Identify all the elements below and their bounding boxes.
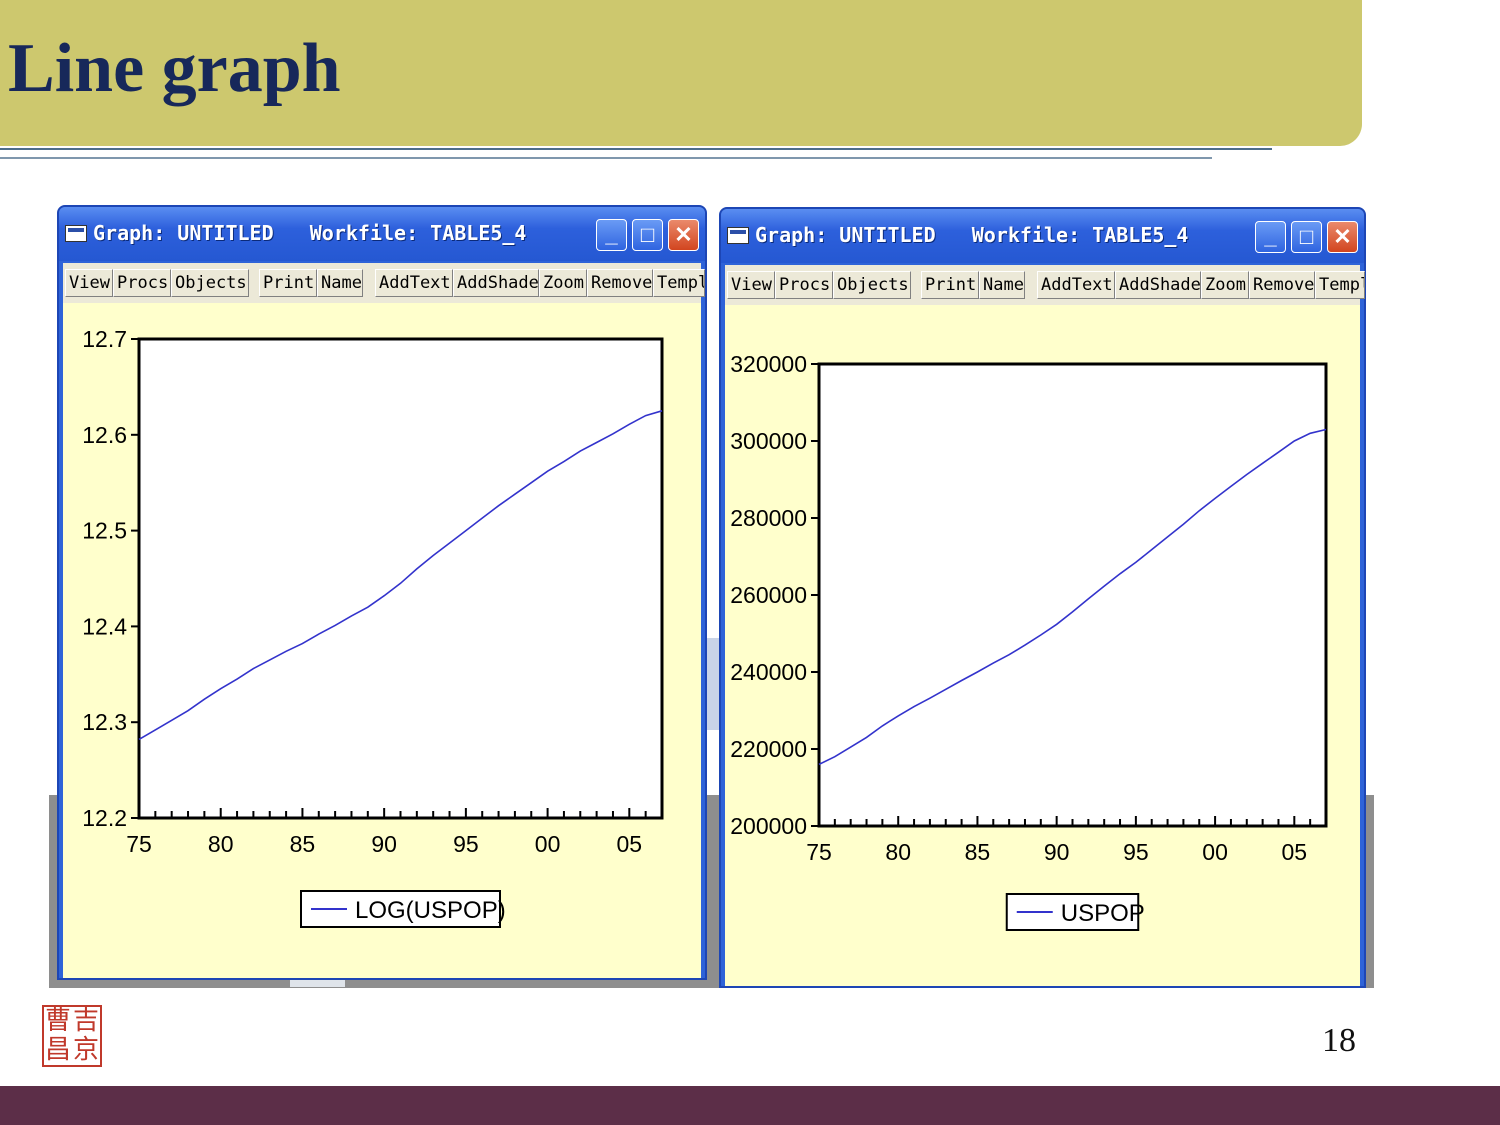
procs-button[interactable]: Procs [113, 269, 171, 297]
seal-char: 昌 [44, 1035, 71, 1065]
title-rule-secondary [0, 157, 1212, 159]
graph-toolbar: View Procs Objects Print Name AddText Ad… [63, 263, 705, 303]
close-button[interactable]: ✕ [1327, 221, 1358, 253]
y-tick-label: 12.6 [82, 422, 127, 448]
x-tick-label: 85 [290, 831, 316, 857]
addshade-button[interactable]: AddShade [1115, 271, 1201, 299]
y-tick-label: 12.3 [82, 709, 127, 735]
x-tick-label: 95 [453, 831, 479, 857]
addtext-button[interactable]: AddText [375, 269, 453, 297]
maximize-button[interactable]: □ [1291, 221, 1322, 253]
legend: USPOP [1005, 893, 1145, 931]
graph-toolbar: View Procs Objects Print Name AddText Ad… [725, 265, 1365, 305]
graph-window-log-uspop[interactable]: Graph: UNTITLED Workfile: TABLE5_4 _ □ ✕… [57, 205, 707, 980]
x-tick-label: 85 [965, 839, 991, 865]
zoom-button[interactable]: Zoom [1201, 271, 1249, 299]
plot-frame [817, 362, 1328, 828]
y-tick-label: 260000 [730, 582, 807, 608]
y-tick-label: 12.7 [82, 326, 127, 352]
x-tick-label: 80 [885, 839, 911, 865]
remove-button[interactable]: Remove [1249, 271, 1315, 299]
seal-char: 吉 [72, 1006, 99, 1036]
background-window-edge [703, 638, 723, 730]
addshade-button[interactable]: AddShade [453, 269, 539, 297]
maximize-button[interactable]: □ [632, 219, 663, 251]
y-tick-label: 12.5 [82, 518, 127, 544]
y-tick-label: 300000 [730, 428, 807, 454]
y-tick-label: 12.4 [82, 613, 127, 639]
name-button[interactable]: Name [317, 269, 363, 297]
templ-button[interactable]: Templ [653, 269, 705, 297]
close-button[interactable]: ✕ [668, 219, 699, 251]
seal-char: 曹 [44, 1006, 71, 1036]
line-chart-log-uspop: 12.2 12.3 12.4 12.5 12.6 12.7 75 80 85 90 95 00 05 LO… [82, 326, 664, 928]
series-line [138, 410, 663, 741]
addtext-button[interactable]: AddText [1037, 271, 1115, 299]
y-tick-label: 280000 [730, 505, 807, 531]
seal-char: 京 [72, 1035, 99, 1065]
page-number: 18 [1322, 1022, 1356, 1059]
window-title: Graph: UNTITLED Workfile: TABLE5_4 [755, 223, 1189, 247]
x-tick-label: 05 [1282, 839, 1308, 865]
graph-plot-area[interactable]: 200000 220000 240000 260000 280000 300000 3200… [725, 305, 1360, 986]
procs-button[interactable]: Procs [775, 271, 833, 299]
minimize-button[interactable]: _ [1255, 221, 1286, 253]
x-tick-label: 95 [1123, 839, 1149, 865]
x-tick-label: 75 [126, 831, 152, 857]
y-tick-label: 12.2 [82, 805, 127, 831]
slide-title-banner: Line graph [0, 0, 1362, 146]
window-system-icon[interactable] [65, 225, 87, 242]
x-tick-label: 05 [617, 831, 643, 857]
line-chart-uspop: 200000 220000 240000 260000 280000 300000 3200… [730, 351, 1328, 931]
x-tick-label: 90 [1044, 839, 1070, 865]
slide-title: Line graph [8, 30, 341, 107]
graph-window-uspop[interactable]: Graph: UNTITLED Workfile: TABLE5_4 _ □ ✕… [719, 207, 1366, 988]
x-tick-label: 00 [535, 831, 561, 857]
y-tick-label: 220000 [730, 736, 807, 762]
footer-bar [0, 1086, 1500, 1125]
legend: LOG(USPOP) [300, 890, 506, 928]
plot-frame [137, 337, 664, 820]
print-button[interactable]: Print [921, 271, 979, 299]
objects-button[interactable]: Objects [833, 271, 911, 299]
window-system-icon[interactable] [727, 227, 749, 244]
view-button[interactable]: View [65, 269, 113, 297]
title-rule [0, 148, 1272, 150]
zoom-button[interactable]: Zoom [539, 269, 587, 297]
minimize-button[interactable]: _ [596, 219, 627, 251]
legend-label: LOG(USPOP) [355, 897, 506, 924]
x-tick-label: 90 [371, 831, 397, 857]
legend-label: USPOP [1061, 900, 1145, 927]
window-titlebar[interactable]: Graph: UNTITLED Workfile: TABLE5_4 _ □ ✕ [721, 209, 1364, 263]
name-button[interactable]: Name [979, 271, 1025, 299]
y-tick-label: 320000 [730, 351, 807, 377]
x-tick-label: 00 [1202, 839, 1228, 865]
remove-button[interactable]: Remove [587, 269, 653, 297]
templ-button[interactable]: Templ [1315, 271, 1365, 299]
series-line [818, 428, 1327, 766]
seal-logo: 曹 吉 昌 京 [42, 1005, 102, 1067]
graph-plot-area[interactable]: 12.2 12.3 12.4 12.5 12.6 12.7 75 80 85 90 95 00 05 LO… [63, 303, 701, 978]
x-tick-label: 80 [208, 831, 234, 857]
print-button[interactable]: Print [259, 269, 317, 297]
window-title: Graph: UNTITLED Workfile: TABLE5_4 [93, 221, 527, 245]
y-tick-label: 240000 [730, 659, 807, 685]
x-tick-label: 75 [806, 839, 832, 865]
view-button[interactable]: View [727, 271, 775, 299]
y-tick-label: 200000 [730, 813, 807, 839]
objects-button[interactable]: Objects [171, 269, 249, 297]
window-titlebar[interactable]: Graph: UNTITLED Workfile: TABLE5_4 _ □ ✕ [59, 207, 705, 261]
